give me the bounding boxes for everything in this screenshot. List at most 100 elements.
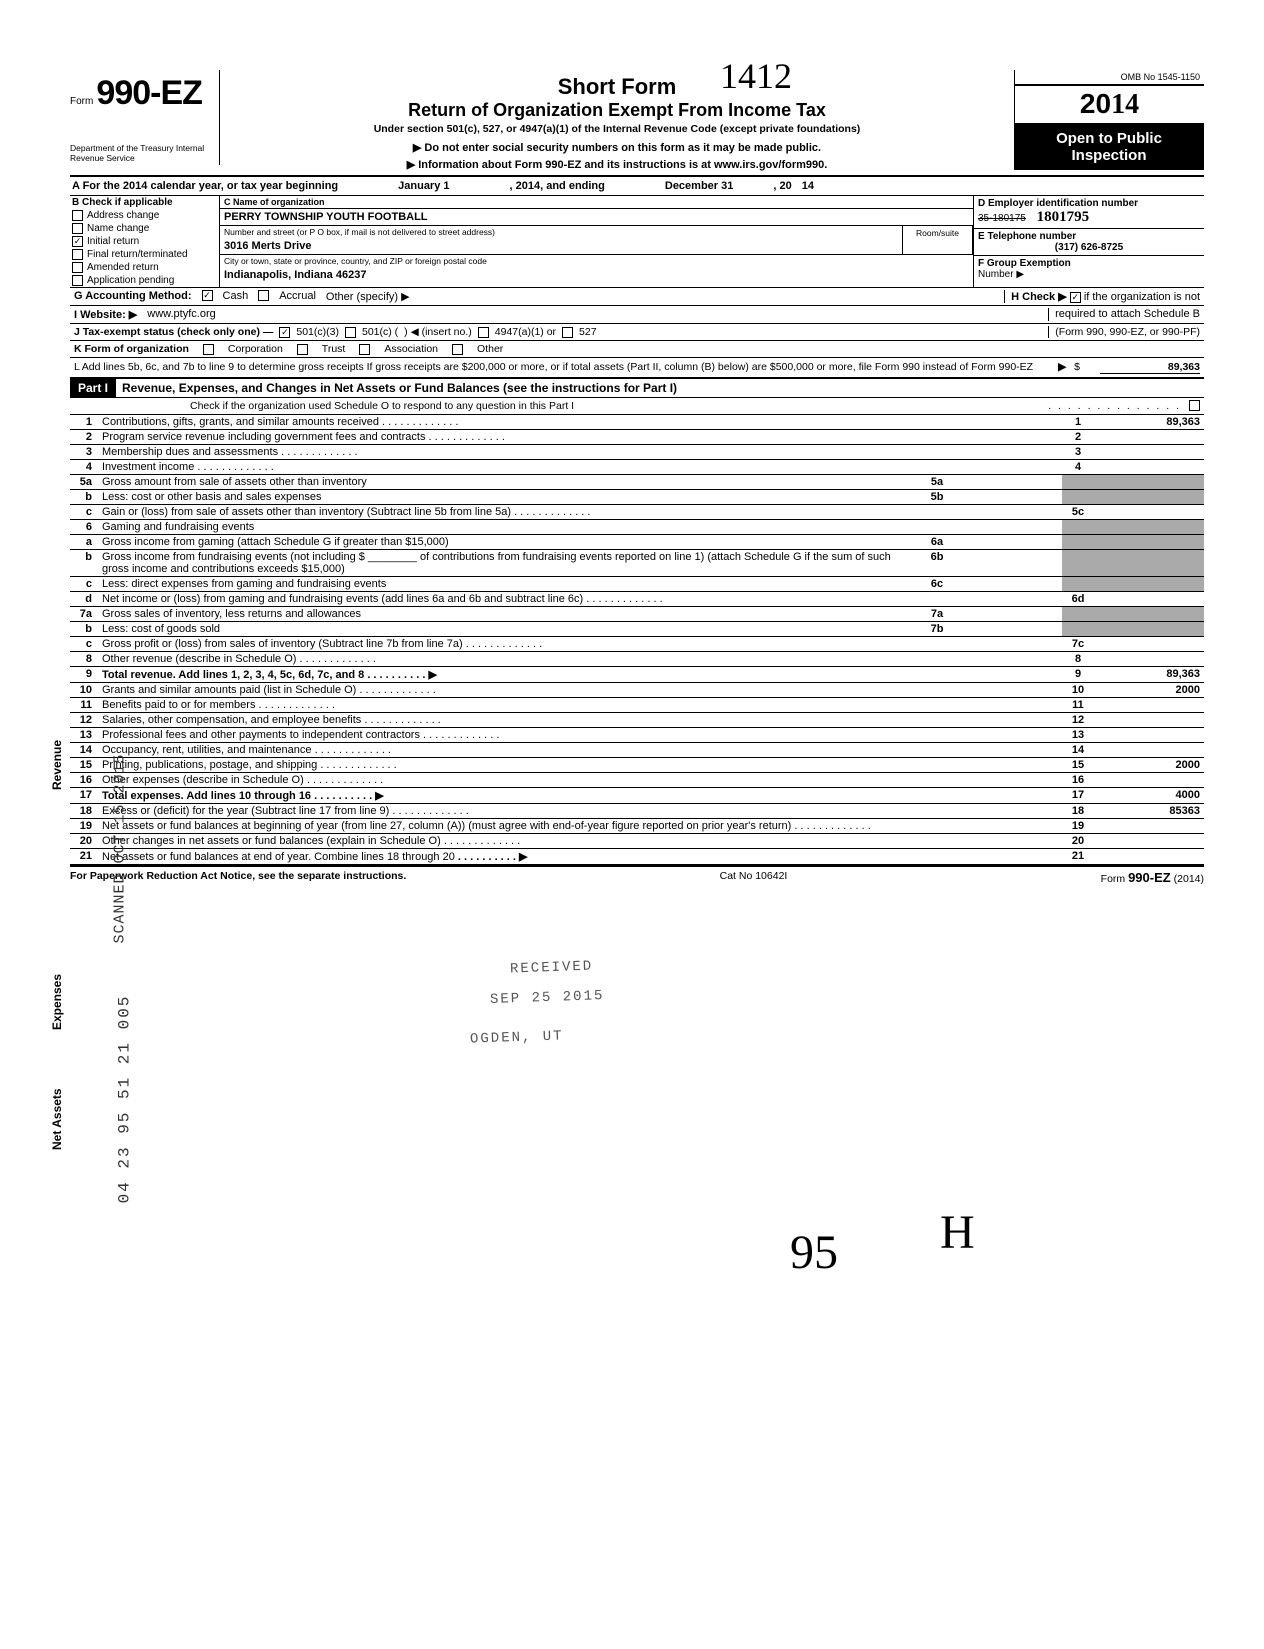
right-line-value[interactable] — [1094, 445, 1204, 460]
mid-line-value[interactable] — [952, 550, 1062, 577]
line-number: 20 — [70, 834, 98, 849]
form-number-box: Form 990-EZ Department of the Treasury I… — [70, 70, 220, 165]
chk-4947[interactable] — [478, 327, 489, 338]
line-a-begin: January 1 — [398, 180, 449, 192]
line-number: c — [70, 577, 98, 592]
chk-address-change[interactable]: Address change — [70, 209, 219, 222]
right-line-value[interactable] — [1094, 430, 1204, 445]
chk-other-org[interactable] — [452, 344, 463, 355]
right-line-number — [1062, 607, 1094, 622]
chk-association[interactable] — [359, 344, 370, 355]
chk-initial-return[interactable]: ✓Initial return — [70, 235, 219, 248]
chk-527[interactable] — [562, 327, 573, 338]
right-line-value[interactable] — [1094, 713, 1204, 728]
chk-accrual[interactable] — [258, 290, 269, 301]
line-desc: Less: cost or other basis and sales expe… — [98, 490, 922, 505]
right-line-value[interactable] — [1094, 622, 1204, 637]
chk-name-change[interactable]: Name change — [70, 222, 219, 235]
line-number: 15 — [70, 758, 98, 773]
h-check: H Check ▶ ✓ if the organization is not — [1004, 290, 1200, 303]
right-line-value[interactable] — [1094, 505, 1204, 520]
right-line-value[interactable] — [1094, 849, 1204, 865]
right-line-value[interactable] — [1094, 728, 1204, 743]
right-line-value[interactable] — [1094, 743, 1204, 758]
right-line-value[interactable] — [1094, 550, 1204, 577]
handwritten-top: 1412 — [720, 55, 792, 97]
j-label: J Tax-exempt status (check only one) — — [74, 326, 273, 338]
right-line-value[interactable]: 2000 — [1094, 758, 1204, 773]
right-line-number: 17 — [1062, 788, 1094, 804]
right-line-value[interactable]: 89,363 — [1094, 667, 1204, 683]
chk-trust[interactable] — [297, 344, 308, 355]
side-label-net-assets: Net Assets — [50, 1088, 64, 1150]
right-line-value[interactable] — [1094, 535, 1204, 550]
line-number: b — [70, 490, 98, 505]
line-row: 9Total revenue. Add lines 1, 2, 3, 4, 5c… — [70, 667, 1204, 683]
right-line-value[interactable] — [1094, 577, 1204, 592]
mid-line-number: 6b — [922, 550, 952, 577]
right-line-value[interactable]: 89,363 — [1094, 415, 1204, 430]
open-public: Open to Public — [1016, 130, 1202, 147]
right-line-number — [1062, 490, 1094, 505]
right-line-value[interactable] — [1094, 490, 1204, 505]
line-number: c — [70, 637, 98, 652]
stamp-side-date: 04 23 95 51 21 005 — [115, 995, 133, 1204]
ein-struck: 35-180175 — [978, 213, 1026, 224]
mid-line-value[interactable] — [952, 490, 1062, 505]
mid-line-value[interactable] — [952, 475, 1062, 490]
line-desc: Gross income from gaming (attach Schedul… — [98, 535, 922, 550]
form-prefix: Form — [70, 96, 93, 107]
right-line-value[interactable]: 4000 — [1094, 788, 1204, 804]
mid-line-value[interactable] — [952, 577, 1062, 592]
row-l: L Add lines 5b, 6c, and 7b to line 9 to … — [70, 358, 1204, 379]
line-row: 7aGross sales of inventory, less returns… — [70, 607, 1204, 622]
right-line-value[interactable] — [1094, 607, 1204, 622]
i-label: I Website: ▶ — [74, 308, 137, 321]
right-line-value[interactable] — [1094, 834, 1204, 849]
mid-line-value[interactable] — [952, 622, 1062, 637]
footer-right: Form 990-EZ (2014) — [1101, 870, 1204, 885]
mid-line-value[interactable] — [952, 535, 1062, 550]
line-number: 19 — [70, 819, 98, 834]
chk-final-return[interactable]: Final return/terminated — [70, 248, 219, 261]
form-990ez: 1412 Form 990-EZ Department of the Treas… — [70, 70, 1204, 885]
right-line-value[interactable]: 85363 — [1094, 804, 1204, 819]
line-desc: Grants and similar amounts paid (list in… — [98, 683, 1062, 698]
line-desc: Gaming and fundraising events — [98, 520, 1062, 535]
right-line-value[interactable] — [1094, 773, 1204, 788]
right-line-value[interactable] — [1094, 520, 1204, 535]
mid-line-number: 6a — [922, 535, 952, 550]
chk-schedule-o[interactable] — [1189, 400, 1200, 411]
chk-cash[interactable]: ✓ — [202, 290, 213, 301]
mid-line-value[interactable] — [952, 607, 1062, 622]
line-row: 12Salaries, other compensation, and empl… — [70, 713, 1204, 728]
line-desc: Net income or (loss) from gaming and fun… — [98, 592, 1062, 607]
right-line-value[interactable] — [1094, 460, 1204, 475]
right-line-value[interactable] — [1094, 475, 1204, 490]
right-line-number: 11 — [1062, 698, 1094, 713]
right-line-value[interactable] — [1094, 592, 1204, 607]
return-title: Return of Organization Exempt From Incom… — [228, 100, 1006, 121]
right-line-value[interactable] — [1094, 637, 1204, 652]
right-line-value[interactable]: 2000 — [1094, 683, 1204, 698]
chk-no-schedule-b[interactable]: ✓ — [1070, 292, 1081, 303]
line-a-row: A For the 2014 calendar year, or tax yea… — [70, 177, 1204, 196]
line-row: 15Printing, publications, postage, and s… — [70, 758, 1204, 773]
year-handwritten: 14 — [1111, 89, 1139, 120]
chk-application-pending[interactable]: Application pending — [70, 274, 219, 287]
chk-501c[interactable] — [345, 327, 356, 338]
right-line-value[interactable] — [1094, 819, 1204, 834]
chk-amended-return[interactable]: Amended return — [70, 261, 219, 274]
mid-line-number: 7b — [922, 622, 952, 637]
line-row: bLess: cost of goods sold7b — [70, 622, 1204, 637]
chk-501c3[interactable]: ✓ — [279, 327, 290, 338]
line-number: a — [70, 535, 98, 550]
part1-title: Revenue, Expenses, and Changes in Net As… — [116, 379, 683, 397]
row-k: K Form of organization Corporation Trust… — [70, 341, 1204, 358]
line-a-end-lbl: , 20 — [773, 180, 791, 192]
right-line-value[interactable] — [1094, 652, 1204, 667]
line-row: 13Professional fees and other payments t… — [70, 728, 1204, 743]
right-line-value[interactable] — [1094, 698, 1204, 713]
right-line-number: 4 — [1062, 460, 1094, 475]
chk-corporation[interactable] — [203, 344, 214, 355]
